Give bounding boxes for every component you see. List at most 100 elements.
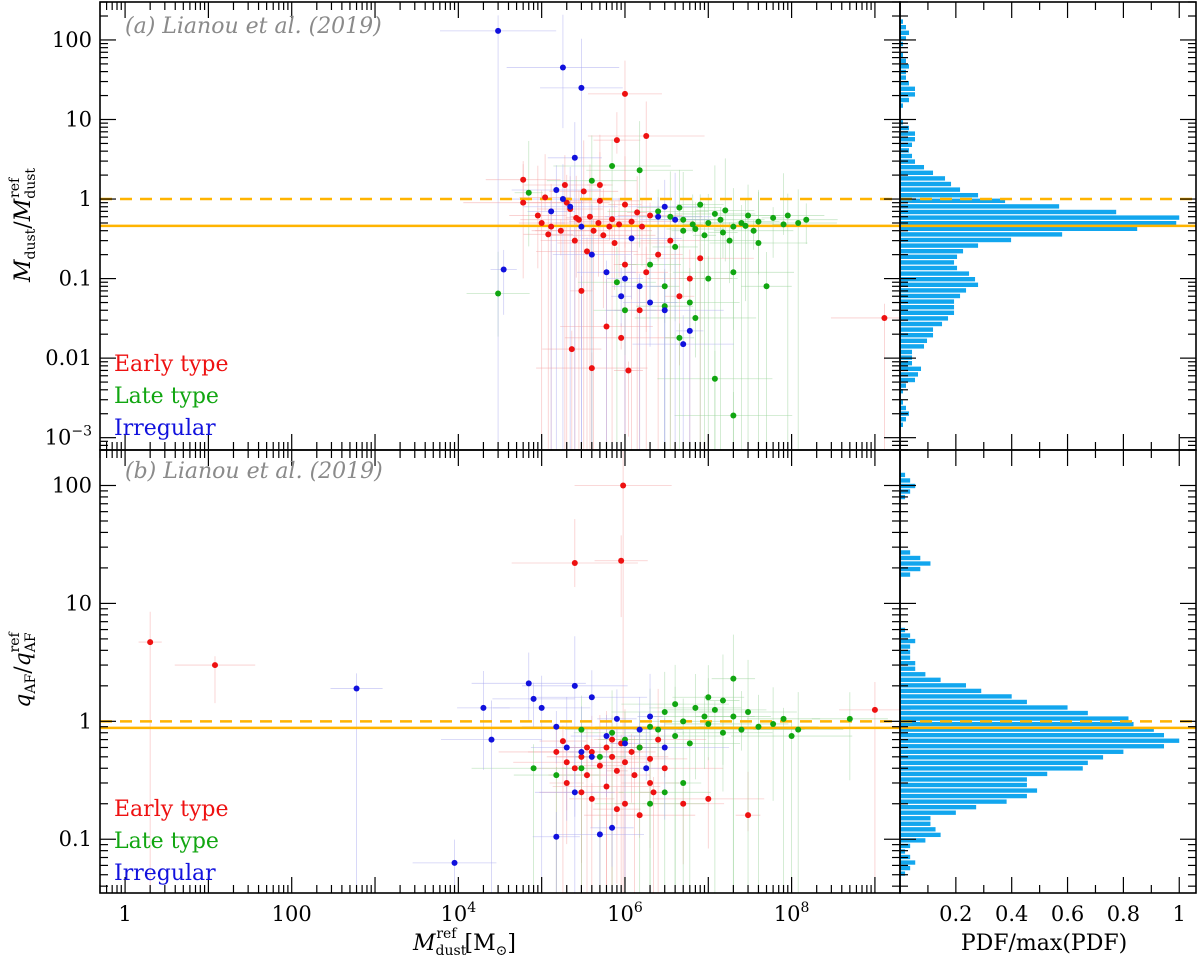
panel-b-point-late-type	[655, 726, 662, 733]
panel-b-hist-bar	[900, 760, 1088, 766]
panel-a-point-early-type	[578, 287, 585, 294]
panel-a-hist-bar	[900, 204, 1060, 209]
panel-b-title: (b) Lianou et al. (2019)	[125, 459, 383, 484]
panel-a-point-late-type	[692, 226, 699, 233]
panel-a-hist-bar	[900, 299, 955, 304]
panel-a-point-early-type	[568, 346, 575, 353]
panel-b-hist-bar	[900, 821, 931, 826]
panel-a-point-early-type	[638, 223, 645, 230]
panel-b-point-irregular	[643, 765, 650, 772]
panel-a-hist-bar	[900, 86, 916, 91]
panel-b-legend-irregular: Irregular	[114, 861, 216, 886]
panel-a-ylabel: Mdust/Mdustref	[7, 168, 39, 283]
svg-text:qAF/qAFref: qAF/qAFref	[7, 630, 39, 707]
panel-b-xtick-label: 104	[441, 900, 477, 926]
panel-b-point-late-type	[788, 733, 795, 740]
panel-a-title: (a) Lianou et al. (2019)	[125, 14, 382, 39]
panel-a-point-late-type	[726, 237, 733, 244]
panel-b-hist-bar	[900, 849, 906, 854]
panel-b-point-late-type	[661, 708, 668, 715]
panel-a-point-early-type	[545, 231, 552, 238]
panel-b-point-early-type	[655, 736, 662, 743]
panel-a-ytick-label: 0.1	[59, 267, 92, 291]
panel-a-point-early-type	[667, 237, 674, 244]
panel-b-point-late-type	[647, 723, 654, 730]
panel-b-hist-bar	[900, 672, 926, 677]
panel-a-point-irregular	[603, 269, 610, 276]
panel-a-hist-bar	[900, 198, 1006, 203]
panel-b-hist-bar	[900, 827, 936, 832]
panel-a-hist-bar	[900, 405, 907, 411]
hist-xlabel: PDF/max(PDF)	[961, 931, 1127, 956]
panel-a-point-early-type	[697, 255, 704, 262]
panel-b-hist-bar	[900, 633, 911, 638]
panel-a-hist-bar	[900, 25, 907, 30]
panel-b-point-early-type	[647, 755, 654, 762]
panel-a-point-late-type	[711, 375, 718, 382]
panel-b-hist-bar	[900, 749, 1124, 754]
panel-a-point-early-type	[613, 137, 620, 144]
panel-b-point-early-type	[147, 639, 154, 646]
panel-a-point-late-type	[495, 290, 502, 297]
panel-a-point-early-type	[586, 213, 593, 220]
panel-a-hist-bar	[900, 377, 916, 383]
panel-a-point-irregular	[500, 266, 507, 273]
panel-a-hist-bar	[900, 237, 1012, 243]
panel-b-point-late-type	[730, 675, 737, 682]
panel-b-point-early-type	[588, 748, 595, 755]
panel-b-point-early-type	[636, 812, 643, 819]
panel-b-point-early-type	[650, 789, 657, 796]
panel-b-hist-bar	[900, 788, 1038, 793]
panel-b-point-irregular	[571, 682, 578, 689]
panel-a-hist-bar	[900, 316, 949, 321]
panel-b-hist-bar	[900, 655, 911, 660]
panel-a-point-early-type	[588, 365, 595, 372]
panel-a-point-late-type	[795, 219, 802, 226]
panel-b-hist-bar	[900, 733, 1165, 738]
panel-b-point-early-type	[609, 753, 616, 760]
panel-b-point-early-type	[621, 800, 628, 807]
panel-b-point-late-type	[647, 800, 654, 807]
panel-a-point-irregular	[571, 154, 578, 161]
svg-text:Mdust/Mdustref: Mdust/Mdustref	[7, 168, 39, 283]
panel-a-hist-bar	[900, 92, 916, 97]
panel-a-point-late-type	[686, 299, 693, 306]
panel-a-point-irregular	[553, 186, 560, 193]
panel-b-point-irregular	[647, 713, 654, 720]
panel-a-point-late-type	[722, 207, 729, 214]
panel-a-point-late-type	[676, 334, 683, 341]
panel-a-hist-bar	[900, 243, 979, 248]
panel-b-point-early-type	[563, 759, 570, 766]
panel-b-hist-bar	[900, 710, 1088, 716]
panel-b-xtick-label: 106	[607, 900, 643, 926]
panel-b-point-early-type	[680, 800, 687, 807]
panel-b-point-early-type	[211, 662, 218, 669]
panel-a-point-late-type	[647, 261, 654, 268]
panel-b-hist-bar	[900, 771, 1048, 777]
panel-b-point-irregular	[613, 715, 620, 722]
panel-b-hist-bar	[900, 688, 982, 694]
panel-b-point-irregular	[530, 695, 537, 702]
panel-b-point-late-type	[553, 772, 560, 779]
panel-b-hist-bar	[900, 816, 931, 821]
panel-a-point-early-type	[636, 307, 643, 314]
panel-a-hist-bar	[900, 366, 922, 371]
panel-b-point-late-type	[745, 708, 752, 715]
panel-b-hist-bar	[900, 843, 911, 849]
panel-a-hist-bar	[900, 422, 904, 427]
panel-b-hist-bar	[900, 860, 916, 865]
panel-b-point-irregular	[636, 726, 643, 733]
panel-a-hist-bar	[900, 327, 934, 332]
panel-b-hist-bar	[900, 677, 941, 682]
panel-a-point-early-type	[596, 197, 603, 204]
panel-a-point-early-type	[621, 90, 628, 97]
panel-b-point-irregular	[525, 680, 532, 687]
panel-a-ytick-label: 10−3	[45, 424, 92, 450]
panel-a-hist-bar	[900, 260, 955, 265]
panel-a-point-late-type	[636, 167, 643, 174]
panel-a-hist-bar	[900, 81, 910, 86]
panel-b-point-irregular	[553, 723, 560, 730]
panel-b-hist-bar	[900, 666, 916, 671]
panel-b-legend-late: Late type	[114, 829, 219, 854]
panel-a-point-late-type	[525, 189, 532, 196]
